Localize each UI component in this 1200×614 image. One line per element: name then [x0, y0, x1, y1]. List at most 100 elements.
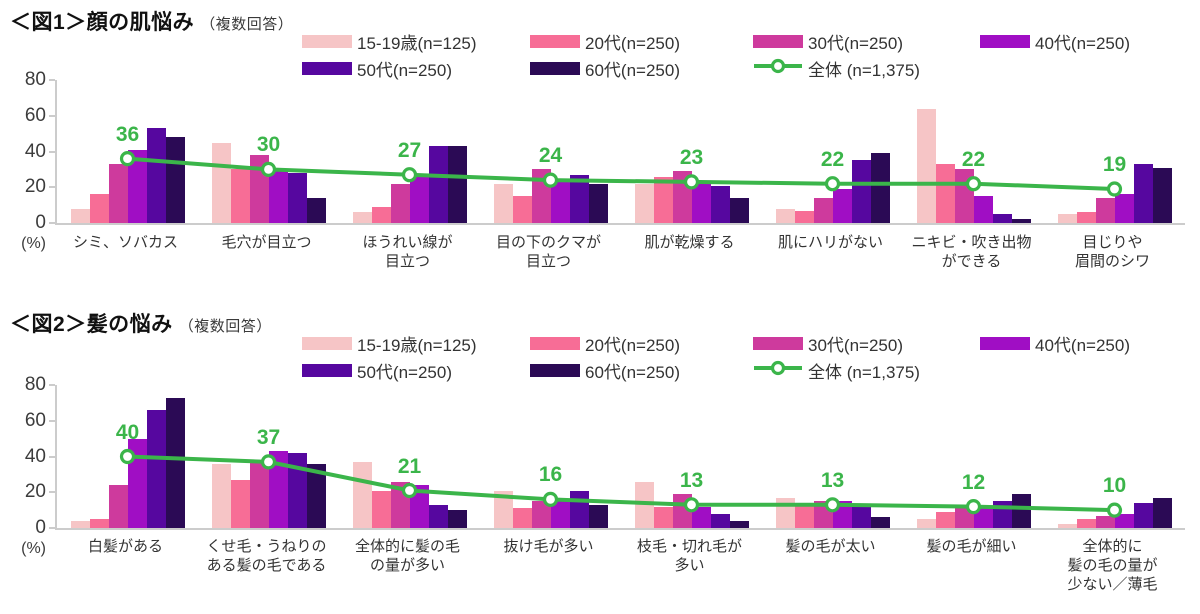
- bar: [1114, 513, 1134, 528]
- bar: [954, 169, 974, 223]
- legend-item: 30代(n=250): [753, 332, 903, 355]
- figure-1-x-axis-labels: シミ、ソバカス 毛穴が目立つ ほうれい線が 目立つ 目の下のクマが 目立つ 肌が乾燥する…: [55, 233, 1183, 271]
- bar: [428, 504, 448, 528]
- bar: [268, 171, 288, 223]
- legend-label: 全体 (n=1,375): [808, 362, 920, 382]
- y-axis-tick-label: 60: [24, 104, 46, 126]
- bar: [89, 194, 109, 223]
- legend-label: 50代(n=250): [357, 362, 452, 382]
- bar: [813, 501, 833, 528]
- x-axis-label: くせ毛・うねりの ある髪の毛である: [206, 538, 327, 574]
- bar: [1152, 497, 1172, 528]
- y-axis-tick-label: 80: [24, 374, 46, 395]
- y-axis-tick-label: 40: [24, 140, 46, 162]
- bar: [973, 196, 993, 223]
- legend-label: 60代(n=250): [585, 362, 680, 382]
- bar: [935, 164, 955, 223]
- bar: [108, 485, 128, 528]
- legend-swatch: [753, 336, 803, 350]
- bar: [992, 501, 1012, 528]
- legend-item: 20代(n=250): [530, 30, 680, 53]
- overall-value-label: 40: [115, 420, 140, 444]
- bar: [531, 501, 551, 528]
- legend-swatch: [753, 34, 803, 48]
- bar: [108, 164, 128, 223]
- figure-1-title-note: （複数回答）: [200, 16, 294, 33]
- y-axis-tick-mark: [49, 491, 55, 494]
- legend-swatch: [980, 34, 1030, 48]
- overall-value-label: 30: [256, 133, 281, 157]
- bar: [1057, 524, 1077, 528]
- legend-item: 30代(n=250): [753, 30, 903, 53]
- overall-value-label: 21: [397, 454, 422, 478]
- bar: [447, 510, 467, 528]
- bar: [653, 176, 673, 223]
- legend-swatch: [530, 61, 580, 75]
- bar: [588, 183, 608, 223]
- y-axis-tick-label: 0: [35, 517, 46, 538]
- overall-value-label: 10: [1102, 474, 1127, 498]
- figure-1-legend: 15-19歳(n=125) 20代(n=250) 30代(n=250) 40代(n=2…: [300, 30, 1190, 84]
- bar: [992, 214, 1012, 223]
- bar: [1133, 164, 1153, 223]
- bar: [165, 397, 185, 528]
- bar: [447, 146, 467, 223]
- bar: [870, 517, 890, 528]
- bar: [916, 108, 936, 223]
- y-axis-tick-label: 80: [24, 69, 46, 90]
- bar: [352, 461, 372, 528]
- bar: [89, 519, 109, 528]
- y-axis-tick-mark: [49, 527, 55, 529]
- overall-value-label: 27: [397, 138, 422, 162]
- y-axis-tick-label: 0: [35, 212, 46, 233]
- legend-item: 50代(n=250): [302, 359, 452, 382]
- legend-item: 15-19歳(n=125): [302, 30, 477, 53]
- bar: [268, 451, 288, 528]
- figure-1-title: ＜図1＞顔の肌悩み （複数回答）: [10, 6, 293, 36]
- bar: [287, 172, 307, 223]
- bar: [230, 479, 250, 528]
- bar: [729, 520, 749, 528]
- legend-item: 全体 (n=1,375): [753, 359, 920, 382]
- x-axis-label: 肌が乾燥する: [644, 234, 735, 251]
- bar: [287, 452, 307, 528]
- bar: [691, 181, 711, 223]
- x-axis-label: 目の下のクマが 目立つ: [495, 234, 601, 270]
- bar: [851, 506, 871, 528]
- bar: [352, 212, 372, 223]
- x-axis-label: ニキビ・吹き出物 ができる: [911, 234, 1032, 270]
- bar: [371, 490, 391, 528]
- overall-value-label: 13: [679, 468, 704, 492]
- legend-item: 20代(n=250): [530, 332, 680, 355]
- bar: [1133, 503, 1153, 528]
- bar: [493, 490, 513, 528]
- trend-marker: [1106, 181, 1123, 197]
- figure-1-title-main: 顔の肌悩み: [86, 11, 195, 34]
- overall-value-label: 12: [961, 470, 986, 494]
- x-axis-label: 枝毛・切れ毛が 多い: [636, 538, 742, 574]
- bar: [70, 520, 90, 528]
- y-axis-tick-mark: [49, 455, 55, 458]
- legend-swatch: [302, 363, 352, 377]
- bar: [588, 504, 608, 528]
- bar: [306, 463, 326, 528]
- legend-label: 30代(n=250): [808, 335, 903, 355]
- x-axis-label: 目じりや 眉間のシワ: [1074, 234, 1150, 270]
- x-axis-label: 白髪がある: [87, 538, 163, 555]
- y-axis-tick-label: 60: [24, 409, 46, 431]
- bar: [1076, 212, 1096, 223]
- figure-2-x-axis-labels: 白髪がある くせ毛・うねりの ある髪の毛である 全体的に髪の毛 の量が多い 抜け毛が多…: [55, 537, 1183, 594]
- legend-label: 50代(n=250): [357, 60, 452, 80]
- overall-value-label: 22: [820, 147, 845, 171]
- legend-overall-marker-icon: [753, 360, 808, 381]
- bar: [127, 438, 147, 528]
- bar: [794, 504, 814, 528]
- bar: [954, 508, 974, 528]
- bar: [775, 208, 795, 223]
- legend-item: 40代(n=250): [980, 332, 1130, 355]
- y-axis-unit-label: (%): [21, 540, 46, 557]
- bar: [1095, 198, 1115, 223]
- bar: [1076, 519, 1096, 528]
- trend-marker: [824, 176, 841, 192]
